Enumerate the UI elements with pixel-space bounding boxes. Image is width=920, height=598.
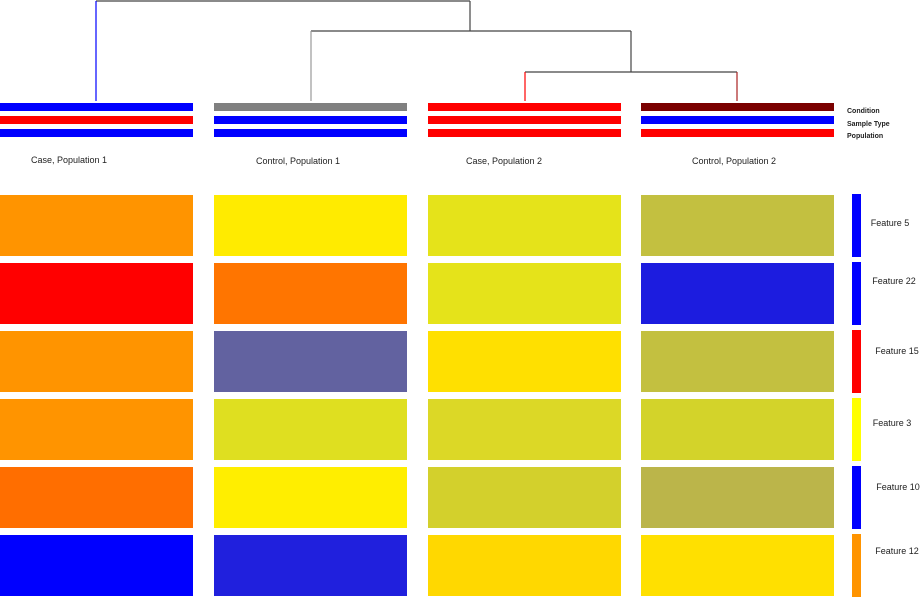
annotation-bar	[0, 129, 193, 137]
heatmap-cell	[641, 195, 834, 256]
heatmap-cell	[0, 467, 193, 528]
column-annotation-bars	[0, 103, 834, 137]
row-annotation-bar	[852, 330, 861, 393]
track-label: Sample Type	[847, 121, 890, 128]
annotation-bar	[428, 129, 621, 137]
row-annotation-bar	[852, 534, 861, 597]
track-label: Population	[847, 133, 883, 140]
annotation-bar	[428, 103, 621, 111]
annotation-bar	[641, 129, 834, 137]
row-labels: Feature 5 Feature 22 Feature 15 Feature …	[871, 218, 920, 556]
heatmap-cell	[214, 331, 407, 392]
column-label: Control, Population 1	[256, 156, 340, 166]
heatmap-cell	[214, 195, 407, 256]
heatmap-cells	[0, 195, 834, 596]
row-annotation-bar	[852, 262, 861, 325]
heatmap-cell	[641, 467, 834, 528]
column-label: Case, Population 2	[466, 156, 542, 166]
heatmap-cell	[641, 331, 834, 392]
heatmap-cell	[0, 195, 193, 256]
heatmap-cell	[214, 467, 407, 528]
heatmap-cell	[214, 399, 407, 460]
row-label: Feature 12	[875, 546, 919, 556]
annotation-track-labels: Condition Sample Type Population	[847, 108, 890, 140]
column-labels: Case, Population 1 Control, Population 1…	[31, 155, 776, 166]
annotation-bar	[428, 116, 621, 124]
heatmap-cell	[0, 399, 193, 460]
heatmap-cell	[0, 535, 193, 596]
track-label: Condition	[847, 108, 880, 115]
heatmap-cell	[428, 535, 621, 596]
annotation-bar	[0, 116, 193, 124]
annotation-bar	[641, 103, 834, 111]
heatmap-cell	[641, 263, 834, 324]
heatmap-cell	[641, 535, 834, 596]
row-label: Feature 22	[872, 276, 916, 286]
annotation-bar	[214, 129, 407, 137]
row-annotation-bars	[852, 194, 861, 597]
heatmap-cell	[428, 399, 621, 460]
heatmap-cell	[641, 399, 834, 460]
heatmap-cell	[214, 535, 407, 596]
row-label: Feature 5	[871, 218, 910, 228]
annotation-bar	[214, 116, 407, 124]
heatmap-cell	[0, 331, 193, 392]
row-label: Feature 10	[876, 482, 920, 492]
heatmap-cell	[214, 263, 407, 324]
annotation-bar	[0, 103, 193, 111]
heatmap-cell	[428, 467, 621, 528]
row-label: Feature 3	[873, 418, 912, 428]
column-label: Control, Population 2	[692, 156, 776, 166]
column-label: Case, Population 1	[31, 155, 107, 165]
heatmap-cell	[428, 331, 621, 392]
column-dendrogram	[95, 0, 738, 101]
annotation-bar	[214, 103, 407, 111]
row-annotation-bar	[852, 466, 861, 529]
heatmap-cell	[428, 263, 621, 324]
heatmap-cell	[428, 195, 621, 256]
row-annotation-bar	[852, 194, 861, 257]
row-annotation-bar	[852, 398, 861, 461]
row-label: Feature 15	[875, 346, 919, 356]
annotation-bar	[641, 116, 834, 124]
heatmap-cell	[0, 263, 193, 324]
